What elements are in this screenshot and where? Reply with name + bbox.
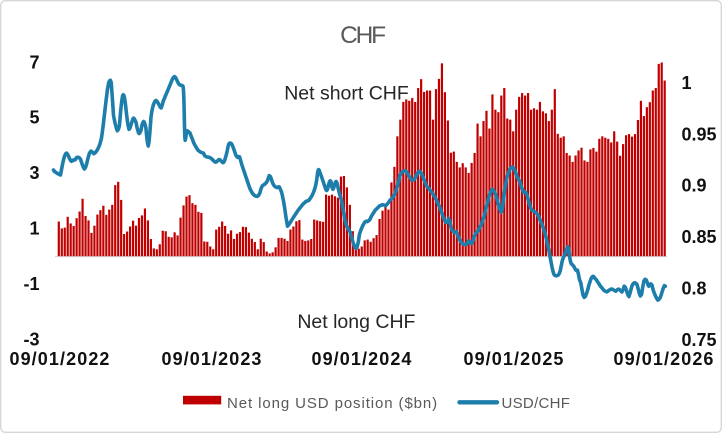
svg-text:-3: -3: [23, 329, 39, 349]
svg-text:CHF: CHF: [340, 22, 385, 49]
svg-text:09/01/2023: 09/01/2023: [161, 349, 262, 369]
svg-text:0.85: 0.85: [682, 227, 717, 247]
svg-text:Net short CHF: Net short CHF: [284, 83, 409, 105]
svg-text:09/01/2022: 09/01/2022: [9, 349, 110, 369]
svg-text:1: 1: [29, 219, 39, 239]
svg-text:3: 3: [29, 163, 39, 183]
svg-text:0.75: 0.75: [682, 330, 717, 350]
svg-text:USD/CHF: USD/CHF: [502, 395, 571, 412]
svg-text:0.95: 0.95: [682, 124, 717, 144]
svg-text:1: 1: [682, 73, 692, 93]
svg-text:0.9: 0.9: [682, 176, 707, 196]
svg-text:09/01/2026: 09/01/2026: [613, 349, 714, 369]
svg-text:09/01/2025: 09/01/2025: [463, 349, 564, 369]
svg-text:7: 7: [29, 52, 39, 72]
svg-text:0.8: 0.8: [682, 279, 707, 299]
svg-text:5: 5: [29, 108, 39, 128]
svg-text:09/01/2024: 09/01/2024: [311, 349, 412, 369]
svg-text:Net long CHF: Net long CHF: [297, 311, 415, 333]
svg-text:-1: -1: [23, 274, 39, 294]
svg-text:Net long USD position ($bn): Net long USD position ($bn): [227, 395, 438, 412]
